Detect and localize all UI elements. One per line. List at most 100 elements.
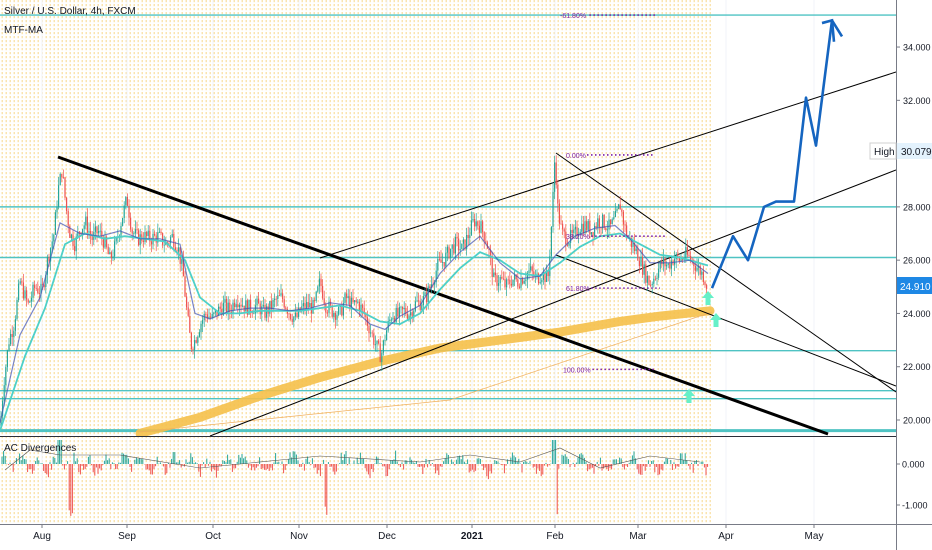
candle-body xyxy=(98,231,100,234)
candle-body xyxy=(669,263,671,269)
candle-body xyxy=(589,220,591,235)
candle-body xyxy=(552,191,554,227)
indicator-label[interactable]: MTF-MA xyxy=(4,25,43,36)
candle-body xyxy=(349,296,351,309)
candle-body xyxy=(218,306,220,316)
price-tick-label-7: 34.000 xyxy=(903,43,931,53)
candle-body xyxy=(330,301,332,306)
fib-label-4: 100.00% xyxy=(563,367,591,374)
time-tick-label-6: Feb xyxy=(546,531,564,542)
candle-body xyxy=(235,304,237,308)
candle-body xyxy=(258,298,260,304)
candle-body xyxy=(186,296,188,308)
candle-body xyxy=(533,271,535,277)
candle-body xyxy=(670,260,672,269)
price-axis[interactable]: 20.00022.00024.00026.00028.00030.00032.0… xyxy=(896,43,931,426)
candle-body xyxy=(651,283,653,286)
candle-body xyxy=(77,231,79,237)
candle-body xyxy=(619,204,621,210)
oscillator-label[interactable]: AC Divergences xyxy=(4,443,76,454)
candle-body xyxy=(315,291,317,301)
candle-body xyxy=(282,293,284,300)
candle-body xyxy=(682,258,684,260)
candle-body xyxy=(24,290,26,299)
time-tick-label-0: Aug xyxy=(33,531,51,542)
candle-body xyxy=(547,270,549,277)
candle-body xyxy=(32,284,34,298)
price-candles xyxy=(0,155,708,430)
time-axis[interactable]: Aug Sep Oct Nov Dec 2021 Feb Mar Apr May xyxy=(33,524,823,542)
candle-body xyxy=(635,248,637,252)
candle-body xyxy=(662,258,664,265)
candle-body xyxy=(37,288,39,294)
candle-body xyxy=(458,238,460,251)
candle-body xyxy=(378,340,380,344)
candle-body xyxy=(104,236,106,248)
candle-body xyxy=(13,330,15,338)
candle-body xyxy=(522,278,524,284)
candle-body xyxy=(222,302,224,316)
candle-body xyxy=(624,224,626,226)
candle-body xyxy=(107,246,109,255)
candle-body xyxy=(418,300,420,302)
candle-body xyxy=(515,274,517,280)
falling-wedge-lower xyxy=(555,254,896,387)
slow-ma-line xyxy=(0,232,709,431)
candle-body xyxy=(549,256,551,277)
current-price-value: 24.910 xyxy=(900,282,931,293)
candle-body xyxy=(371,332,373,334)
candle-body xyxy=(8,344,10,351)
candle-body xyxy=(347,296,349,299)
candle-body xyxy=(630,237,632,247)
candle-body xyxy=(472,218,474,221)
candle-body xyxy=(514,274,516,280)
candle-body xyxy=(237,304,239,308)
arrow-up-2 xyxy=(710,313,722,327)
projection-path xyxy=(710,19,844,289)
candle-body xyxy=(405,307,407,314)
price-tick-label-4: 28.000 xyxy=(903,202,931,212)
candle-body xyxy=(110,252,112,259)
candle-body xyxy=(637,248,639,261)
candle-body xyxy=(322,285,324,299)
candle-body xyxy=(454,237,456,254)
candle-body xyxy=(238,304,240,308)
candle-body xyxy=(6,350,8,368)
current-price-badge: 24.910 xyxy=(897,277,932,294)
candle-body xyxy=(352,297,354,303)
candle-body xyxy=(606,229,608,231)
candle-body xyxy=(189,315,191,333)
candle-body xyxy=(234,302,236,308)
candle-body xyxy=(74,246,76,252)
candle-body xyxy=(206,314,208,319)
candle-body xyxy=(208,316,210,319)
candle-body xyxy=(507,279,509,281)
candle-body xyxy=(648,275,650,285)
long-ma-line xyxy=(135,306,715,436)
candle-body xyxy=(706,284,708,289)
candle-body xyxy=(214,310,216,313)
candle-body xyxy=(590,232,592,235)
candle-body xyxy=(22,282,24,299)
candle-body xyxy=(451,244,453,249)
candle-body xyxy=(704,281,706,285)
candle-body xyxy=(686,247,688,255)
candle-body xyxy=(101,230,103,239)
candle-body xyxy=(266,306,268,318)
candle-body xyxy=(466,234,468,250)
candle-body xyxy=(539,282,541,284)
candle-body xyxy=(373,333,375,345)
candle-body xyxy=(389,319,391,321)
candle-body xyxy=(382,340,384,353)
candle-body xyxy=(496,275,498,286)
candle-body xyxy=(701,271,703,275)
candle-body xyxy=(133,233,135,235)
candle-body xyxy=(656,277,658,279)
candle-body xyxy=(54,212,56,235)
symbol-title[interactable]: Silver / U.S. Dollar, 4h, FXCM xyxy=(4,6,136,17)
candle-body xyxy=(424,292,426,296)
time-tick-label-8: Apr xyxy=(718,531,734,542)
candle-body xyxy=(677,253,679,257)
fib-label-0: -61.80% xyxy=(560,13,586,20)
